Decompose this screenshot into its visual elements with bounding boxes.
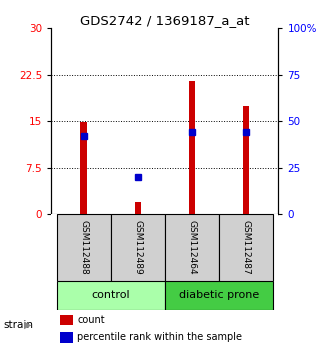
- Bar: [165, 214, 219, 280]
- Text: GSM112487: GSM112487: [242, 220, 251, 275]
- Bar: [219, 214, 273, 280]
- Bar: [60, 332, 73, 343]
- Text: count: count: [77, 315, 105, 325]
- Text: percentile rank within the sample: percentile rank within the sample: [77, 332, 242, 342]
- Bar: [188, 81, 195, 214]
- Title: GDS2742 / 1369187_a_at: GDS2742 / 1369187_a_at: [80, 14, 250, 27]
- Bar: [80, 122, 87, 214]
- Text: control: control: [92, 291, 130, 301]
- Bar: [111, 214, 165, 280]
- Text: ▶: ▶: [24, 320, 32, 330]
- Bar: [60, 315, 73, 325]
- Bar: [57, 280, 165, 310]
- Bar: [165, 280, 273, 310]
- Text: diabetic prone: diabetic prone: [179, 291, 259, 301]
- Bar: [243, 106, 249, 214]
- Text: strain: strain: [3, 320, 33, 330]
- Bar: [134, 202, 141, 214]
- Text: GSM112464: GSM112464: [187, 220, 196, 275]
- Bar: [57, 214, 111, 280]
- Text: GSM112488: GSM112488: [79, 220, 88, 275]
- Text: GSM112489: GSM112489: [133, 220, 142, 275]
